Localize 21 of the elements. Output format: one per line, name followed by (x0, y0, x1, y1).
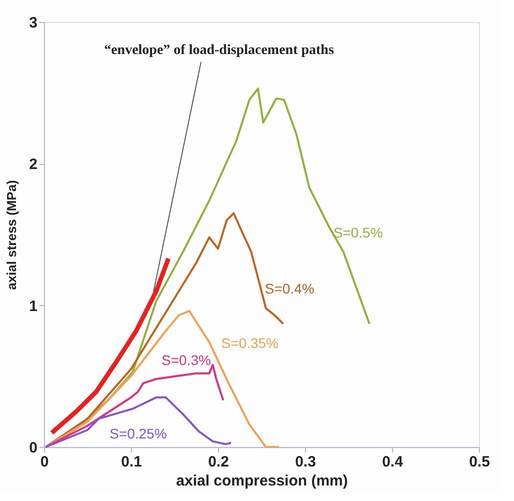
line-series (44, 364, 224, 448)
x-tick-label: 0.5 (469, 454, 490, 470)
series-label: S=0.3% (162, 352, 211, 368)
series-label: S=0.35% (221, 335, 279, 352)
series-label: S=0.25% (110, 425, 167, 442)
series-label: S=0.5% (333, 224, 383, 240)
x-tick-label: 0.3 (295, 454, 316, 470)
x-tick-label: 0.1 (121, 454, 142, 470)
x-axis-title: axial compression (mm) (176, 472, 348, 490)
y-tick-label: 3 (29, 14, 38, 32)
line-series (44, 396, 232, 448)
series-label: S=0.4% (264, 280, 314, 296)
x-tick-label: 0.2 (208, 454, 229, 470)
y-tick-label: 1 (29, 298, 38, 315)
y-axis-title: axial stress (MPa) (4, 180, 20, 290)
x-tick-label: 0 (40, 454, 49, 470)
y-tick-label: 2 (29, 156, 38, 174)
annotation: “envelope” of load-displacement paths (104, 43, 334, 58)
y-tick-label: 0 (29, 440, 38, 456)
x-tick-label: 0.4 (382, 454, 404, 470)
line-series (44, 310, 280, 448)
